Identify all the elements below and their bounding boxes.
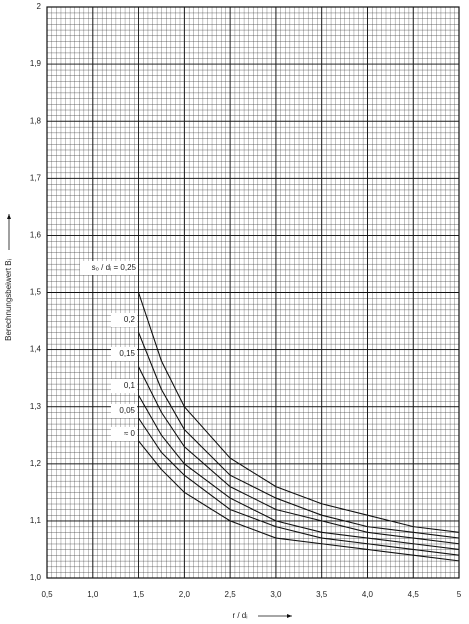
curve-label-box [111, 379, 137, 393]
y-tick-label: 1,2 [30, 459, 42, 468]
y-tick-label: 1,5 [30, 288, 42, 297]
curve-label: 0,15 [119, 349, 135, 358]
curve [138, 366, 460, 545]
curve-label: s₀ / dᵢ = 0,25 [92, 263, 137, 272]
curve-label: 0,05 [119, 406, 135, 415]
curve [138, 332, 460, 539]
y-tick-label: 1,0 [30, 573, 42, 582]
x-tick-label: 1,0 [87, 590, 99, 599]
x-tick-label: 2,0 [179, 590, 191, 599]
x-tick-label: 2,5 [225, 590, 237, 599]
y-tick-label: 1,4 [30, 345, 42, 354]
x-tick-label: 4,5 [408, 590, 420, 599]
curve-label: ≈ 0 [124, 429, 136, 438]
y-tick-label: 1,7 [30, 173, 42, 182]
x-arrow-head [287, 614, 292, 618]
curve-label-box [111, 313, 137, 327]
curve [138, 395, 460, 550]
curve [138, 440, 460, 562]
y-tick-label: 1,1 [30, 516, 42, 525]
x-tick-label: 3,0 [270, 590, 282, 599]
y-tick-label: 1,9 [30, 59, 42, 68]
y-tick-label: 1,3 [30, 402, 42, 411]
x-axis-label: r / dᵢ [232, 611, 247, 620]
y-axis-label: Berechnungsbeiwert Bᵢ [4, 259, 13, 341]
x-tick-label: 3,5 [316, 590, 328, 599]
curve-label-box [111, 404, 137, 418]
curve [138, 292, 460, 533]
x-tick-label: 1,5 [133, 590, 145, 599]
y-tick-label: 1,6 [30, 231, 42, 240]
curve-label-box [111, 347, 137, 361]
curve [138, 417, 460, 556]
curve-label: 0,1 [124, 381, 136, 390]
x-tick-label: 4,0 [362, 590, 374, 599]
curve-label-box [80, 261, 138, 275]
x-tick-label: 5 [457, 590, 462, 599]
curve-label: 0,2 [124, 315, 136, 324]
y-tick-label: 2 [37, 2, 42, 11]
y-tick-label: 1,8 [30, 116, 42, 125]
y-arrow-head [7, 214, 11, 219]
x-tick-label: 0,5 [41, 590, 53, 599]
curve-label-box [111, 427, 137, 441]
